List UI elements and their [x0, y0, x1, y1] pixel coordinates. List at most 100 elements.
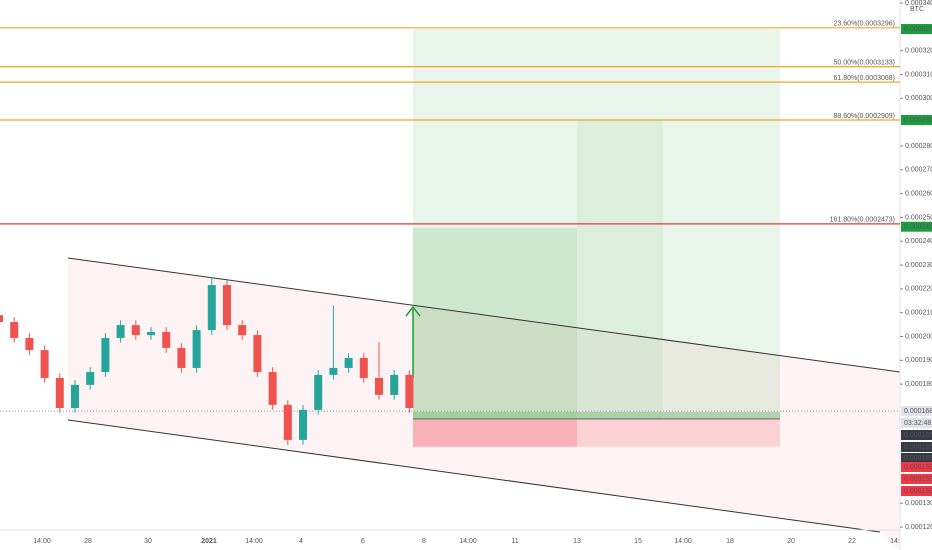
time-label: 22	[848, 538, 856, 545]
unit-label: BTC	[910, 6, 924, 13]
price-tick-label: 0.0003100	[905, 71, 932, 78]
channel-upper	[67, 257, 901, 373]
price-tag	[901, 221, 932, 232]
price-tag	[901, 453, 932, 463]
loss-zone	[413, 418, 780, 447]
fib-label: 61.80%(0.0003068)	[834, 75, 896, 82]
candle-body	[375, 377, 383, 395]
candle-body	[329, 367, 338, 375]
price-tag-label: 0.0001537	[904, 476, 932, 483]
price-tick-label: 0.0002200	[905, 286, 932, 293]
fib-label: 88.60%(0.0002909)	[834, 113, 896, 120]
candle-body	[147, 331, 155, 336]
price-tag	[901, 24, 932, 35]
time-label: 14:	[890, 538, 900, 545]
candle-body	[0, 315, 3, 322]
price-tag	[901, 115, 932, 125]
time-label: 15	[634, 538, 642, 545]
price-tag-label: 0.0001537	[904, 464, 932, 471]
candle-body	[55, 377, 64, 408]
price-tick-label: 0.0001200	[905, 524, 932, 531]
price-tick-label: 0.0002700	[905, 167, 932, 174]
profit-zone-mid	[577, 120, 663, 419]
price-tag	[901, 462, 932, 472]
candle-body	[25, 337, 34, 351]
time-label: 14:00	[245, 538, 263, 545]
time-label: 14:00	[674, 538, 692, 545]
candle-body	[359, 357, 368, 378]
candle-body	[131, 325, 140, 336]
price-tick-label: 0.0003200	[905, 48, 932, 55]
candle-body	[192, 330, 201, 368]
candle-body	[238, 325, 247, 336]
candle-body	[299, 409, 307, 440]
price-tick-label: 0.0002800	[905, 143, 932, 150]
time-label: 2021	[201, 538, 217, 545]
time-label: 30	[144, 538, 152, 545]
price-tag	[901, 474, 932, 484]
loss-zone-inner	[413, 418, 577, 447]
candle-body	[86, 372, 95, 385]
arrow-head	[405, 305, 421, 317]
time-label: 28	[84, 538, 92, 545]
price-tag	[901, 406, 932, 417]
price-tick-label: 0.0001800	[905, 381, 932, 388]
candle-body	[10, 321, 19, 338]
channel-lower	[67, 419, 881, 533]
price-tag-label: 0.0003291	[904, 26, 932, 33]
price-tick-label: 0.0002300	[905, 262, 932, 269]
time-label: 14:00	[459, 538, 477, 545]
entry-band	[413, 412, 780, 419]
candle-body	[162, 331, 171, 348]
price-tag	[901, 418, 932, 428]
price-tick-label: 0.0002100	[905, 310, 932, 317]
fib-label: 23.60%(0.0003296)	[834, 21, 896, 28]
time-label: 13	[573, 538, 581, 545]
price-tick-label: 0.0001900	[905, 357, 932, 364]
fib-label: 50.00%(0.0003133)	[834, 59, 896, 66]
candle-body	[253, 335, 262, 373]
price-tag-label: 0.0001654	[904, 432, 932, 439]
profit-zone-inner	[413, 228, 577, 419]
price-tick-label: 0.0002600	[905, 190, 932, 197]
price-tag	[901, 442, 932, 452]
candle-body	[101, 337, 110, 373]
price-tag-label: 0.0002909	[904, 117, 932, 124]
price-tick-label: 0.0003400	[905, 0, 932, 7]
candle-body	[405, 374, 414, 408]
candle-body	[207, 285, 216, 331]
price-tag-label: 03:32:48	[904, 420, 931, 427]
candle-body	[344, 357, 353, 368]
time-label: 8	[422, 538, 426, 545]
time-label: 18	[726, 538, 734, 545]
channel-fill	[68, 258, 900, 550]
price-tick-label: 0.0002400	[905, 238, 932, 245]
price-tick-label: 0.0003000	[905, 95, 932, 102]
time-label: 20	[787, 538, 795, 545]
candle-body	[71, 384, 79, 408]
time-label: 6	[361, 538, 365, 545]
candle-body	[390, 374, 399, 395]
candle-body	[283, 404, 292, 440]
price-tag-label: 0.0001654	[904, 444, 932, 451]
price-tick-label: 0.0002500	[905, 214, 932, 221]
price-tag-label: 0.0001654	[904, 455, 932, 462]
candle-body	[314, 374, 323, 410]
price-tag-label: 0.0001537	[904, 488, 932, 495]
price-tag-label: 0.0001687	[904, 408, 932, 415]
candle-body	[177, 347, 186, 368]
time-label: 11	[511, 538, 518, 545]
time-label: 14:00	[33, 538, 51, 545]
fib-label: 161.80%(0.0002473)	[830, 217, 895, 224]
price-tag-label: 0.0002461	[904, 224, 932, 231]
price-tag	[901, 486, 932, 496]
candle-body	[116, 325, 125, 338]
candle-body	[223, 285, 231, 326]
candle-body	[40, 350, 49, 378]
price-tick-label: 0.0001300	[905, 500, 932, 507]
price-tick-label: 0.0002000	[905, 333, 932, 340]
price-tag	[901, 430, 932, 440]
time-label: 4	[299, 538, 303, 545]
